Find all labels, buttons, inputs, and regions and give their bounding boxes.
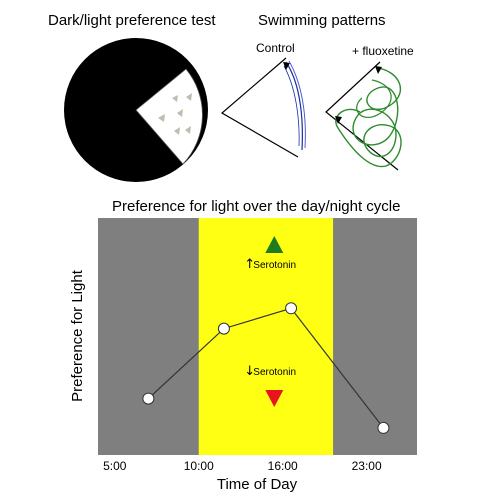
serotonin-annotations: ↑Serotonin↓Serotonin xyxy=(244,236,296,407)
y-axis-label: Preference for Light xyxy=(69,269,86,402)
serotonin-label-down: Serotonin xyxy=(253,367,296,378)
data-points xyxy=(142,302,390,434)
x-tick-labels: 5:00 10:00 16:00 23:00 xyxy=(103,459,382,473)
x-tick-label: 10:00 xyxy=(184,459,214,473)
data-point-4 xyxy=(377,421,390,434)
fish-icon xyxy=(186,93,192,101)
fluoxetine-trace xyxy=(356,79,392,119)
triangle-up-icon xyxy=(265,236,284,253)
control-pattern xyxy=(220,57,306,158)
tank-corner xyxy=(325,61,399,171)
swimming-patterns-title: Swimming patterns xyxy=(258,12,386,29)
x-tick-label: 5:00 xyxy=(103,459,127,473)
light-zone xyxy=(135,68,203,165)
control-trace xyxy=(283,65,300,147)
fish-icons xyxy=(158,93,192,135)
control-trace xyxy=(288,60,306,149)
fish-icon xyxy=(158,114,165,122)
x-tick-label: 16:00 xyxy=(268,459,298,473)
chart-title: Preference for light over the day/night … xyxy=(112,198,401,215)
fluoxetine-trace xyxy=(335,67,402,168)
fluoxetine-pattern xyxy=(325,61,402,171)
preference-tank xyxy=(64,38,208,182)
arrow-down-icon: ↓ xyxy=(244,364,255,379)
fish-icon xyxy=(174,127,180,135)
data-point-2 xyxy=(217,322,230,335)
triangle-down-icon xyxy=(265,390,284,407)
data-point-1 xyxy=(142,392,155,405)
day-background xyxy=(198,218,334,455)
fish-icon xyxy=(185,126,191,134)
x-axis-label: Time of Day xyxy=(217,476,298,493)
fish-icon xyxy=(335,116,342,124)
fish-icon xyxy=(177,109,183,117)
control-trace xyxy=(285,61,303,151)
tank-corner xyxy=(220,57,299,158)
fish-icon xyxy=(172,95,178,102)
x-tick-label: 23:00 xyxy=(352,459,382,473)
fish-icon xyxy=(375,66,382,74)
fluoxetine-label: + fluoxetine xyxy=(352,44,414,58)
preference-line xyxy=(147,307,384,429)
serotonin-label-up: Serotonin xyxy=(253,260,296,271)
fish-icon xyxy=(283,62,290,70)
dark-light-test-title: Dark/light preference test xyxy=(48,12,216,29)
data-point-3 xyxy=(285,302,298,315)
arrow-up-icon: ↑ xyxy=(244,257,255,272)
control-label: Control xyxy=(256,41,295,55)
light-preference-chart: ↑Serotonin↓Serotonin 5:00 10:00 16:00 23:00… xyxy=(69,218,417,493)
